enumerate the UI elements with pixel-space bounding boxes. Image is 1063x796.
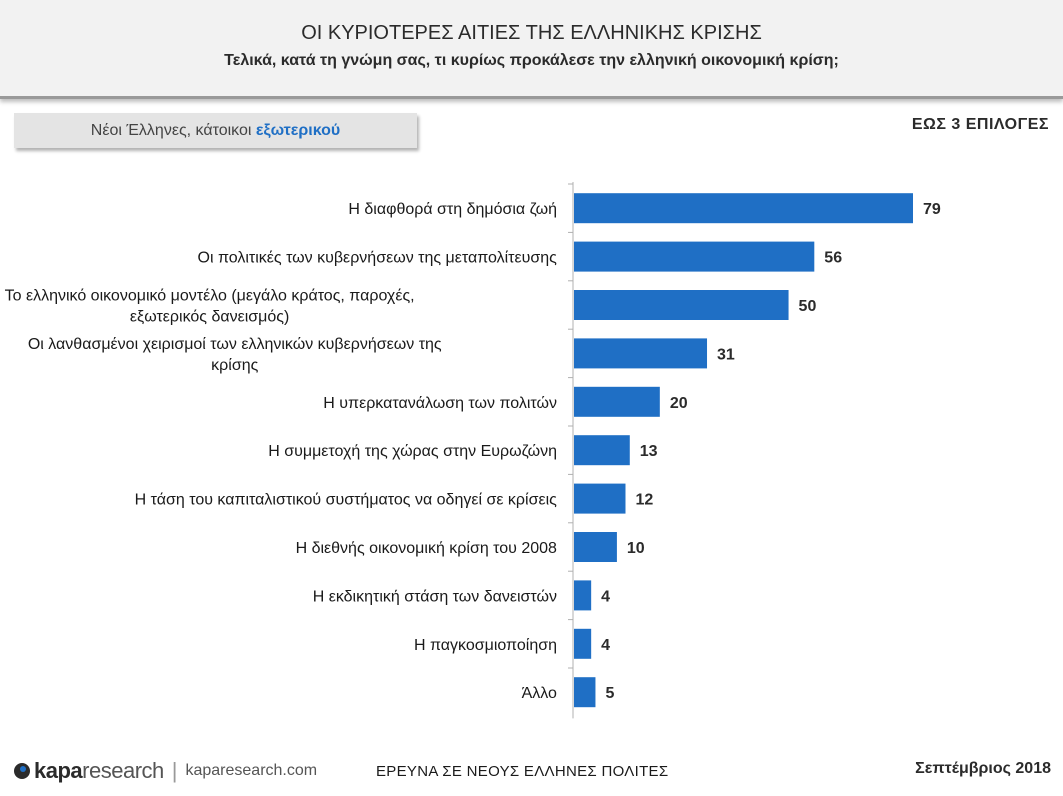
bar <box>574 435 630 466</box>
data-label: 79 <box>923 201 941 218</box>
bar <box>574 386 660 417</box>
bar <box>574 290 789 320</box>
logo-separator: | <box>171 758 178 783</box>
category-label: Η παγκοσμιοποίηση <box>414 637 557 654</box>
logo-research: research <box>82 758 164 783</box>
segment-prefix: Νέοι Έλληνες, κάτοικοι <box>90 122 256 139</box>
category-label: Η διεθνής οικονομική κρίση του 2008 <box>296 540 557 557</box>
logo-mark-icon <box>14 763 30 779</box>
bar <box>574 532 617 562</box>
page-subtitle: Τελικά, κατά τη γνώμη σας, τι κυρίως προ… <box>224 52 839 69</box>
category-label: Οι λανθασμένοι χειρισμοί των ελληνικών κ… <box>28 336 442 374</box>
bar-chart: 79 Η διαφθορά στη δημόσια ζωή 56 Οι πολιτικ… <box>5 182 941 719</box>
category-label: Η συμμετοχή της χώρας στην Ευρωζώνη <box>268 443 557 460</box>
data-label: 12 <box>635 492 653 509</box>
data-label: 31 <box>717 346 735 363</box>
data-label: 4 <box>601 637 610 654</box>
choices-note: ΕΩΣ 3 ΕΠΙΛΟΓΕΣ <box>911 116 1049 133</box>
logo-kapa: kapa <box>34 758 83 783</box>
company-logo: kapa research | kaparesearch.com <box>14 756 317 786</box>
data-label: 13 <box>640 443 658 460</box>
data-label: 20 <box>670 395 688 412</box>
category-label: Οι πολιτικές των κυβερνήσεων της μεταπολ… <box>198 250 558 267</box>
bar <box>574 338 708 369</box>
segment-label: Νέοι Έλληνες, κάτοικοι εξωτερικού <box>14 113 417 148</box>
segment-highlight: εξωτερικού <box>255 122 341 139</box>
bar <box>574 580 592 611</box>
data-label: 50 <box>799 298 817 315</box>
category-label: Η διαφθορά στη δημόσια ζωή <box>348 201 557 218</box>
data-label: 10 <box>627 540 645 557</box>
category-label: Άλλο <box>522 685 557 702</box>
category-label: Η υπερκατανάλωση των πολιτών <box>323 395 557 412</box>
bar <box>574 241 815 272</box>
bar <box>574 483 626 514</box>
survey-date: Σεπτέμβριος 2018 <box>915 760 1051 777</box>
category-label: Το ελληνικό οικονομικό μοντέλο (μεγάλο κ… <box>5 288 415 326</box>
logo-url: kaparesearch.com <box>185 762 318 779</box>
bar <box>574 628 592 659</box>
data-label: 56 <box>824 250 842 267</box>
data-label: 4 <box>601 588 610 605</box>
category-label: Η εκδικητική στάση των δανειστών <box>313 588 557 605</box>
bar <box>574 193 913 224</box>
bar <box>574 677 596 708</box>
data-label: 5 <box>605 685 614 702</box>
header: ΟΙ ΚΥΡΙΟΤΕΡΕΣ ΑΙΤΙΕΣ ΤΗΣ ΕΛΛΗΝΙΚΗΣ ΚΡΙΣΗ… <box>0 0 1063 99</box>
category-label: Η τάση του καπιταλιστικού συστήματος να … <box>135 492 557 509</box>
page-title: ΟΙ ΚΥΡΙΟΤΕΡΕΣ ΑΙΤΙΕΣ ΤΗΣ ΕΛΛΗΝΙΚΗΣ ΚΡΙΣΗ… <box>301 22 762 44</box>
survey-name: ΕΡΕΥΝΑ ΣΕ ΝΕΟΥΣ ΕΛΛΗΝΕΣ ΠΟΛΙΤΕΣ <box>376 763 669 780</box>
